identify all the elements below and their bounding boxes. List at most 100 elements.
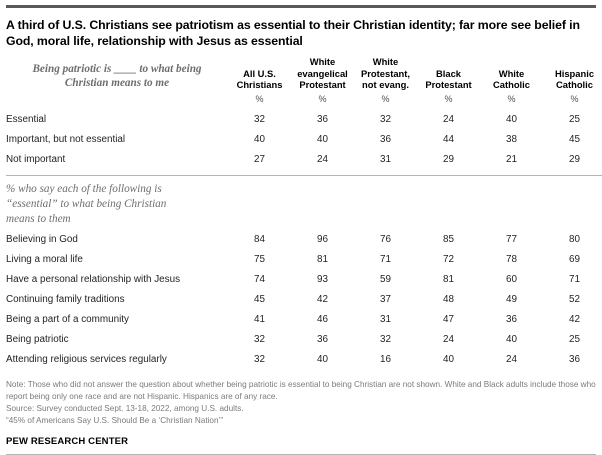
value-community-white-protestant-not-evang: 31 (380, 314, 391, 326)
col1-line3: Protestant (299, 79, 346, 90)
table-row: Have a personal relationship with Jesus … (6, 270, 602, 290)
section2-stem-line1: % who say each of the following is (6, 183, 162, 196)
value-attending-services-white-protestant-not-evang: 16 (380, 354, 391, 366)
section2-stem-row: % who say each of the following is “esse… (6, 182, 602, 230)
table-row: Attending religious services regularly 3… (6, 350, 602, 370)
value-being-patriotic-white-evangelical-protestant: 36 (317, 334, 328, 346)
col4-line2: White (498, 67, 525, 79)
column-header-black-protestant: Black Protestant (417, 56, 480, 91)
section2-question-stem: % who say each of the following is “esse… (6, 182, 228, 230)
row-label-being-part-of-a-community: Being a part of a community (6, 314, 129, 326)
unit-white-catholic: % (507, 94, 516, 105)
col4-line3: Catholic (493, 79, 530, 90)
row-label-not-important: Not important (6, 153, 66, 165)
value-not-important-white-evangelical-protestant: 24 (317, 153, 328, 165)
col0-line3: Christians (236, 79, 283, 90)
col5-line3: Catholic (556, 79, 593, 90)
col2-line1: White (372, 56, 399, 68)
section1-stem-line1: Being patriotic is ____ to what being (32, 62, 202, 75)
value-important-white-catholic: 38 (506, 133, 517, 145)
value-relationship-jesus-white-evangelical-protestant: 93 (317, 274, 328, 286)
page-title: A third of U.S. Christians see patriotis… (6, 18, 580, 49)
value-community-white-evangelical-protestant: 46 (317, 314, 328, 326)
column-header-hispanic-catholic: Hispanic Catholic (543, 56, 602, 91)
value-attending-services-hispanic-catholic: 36 (569, 354, 580, 366)
value-important-black-protestant: 44 (443, 133, 454, 145)
value-community-hispanic-catholic: 42 (569, 314, 580, 326)
section2-stem-line3: means to them (6, 213, 71, 226)
value-attending-services-black-protestant: 40 (443, 354, 454, 366)
value-important-white-evangelical-protestant: 40 (317, 133, 328, 145)
unit-hispanic-catholic: % (570, 94, 579, 105)
row-label-important-but-not-essential: Important, but not essential (6, 133, 126, 145)
value-living-a-moral-life-black-protestant: 72 (443, 254, 454, 266)
value-essential-hispanic-catholic: 25 (569, 113, 580, 125)
value-being-patriotic-all-us-christians: 32 (254, 334, 265, 346)
unit-all-us-christians: % (255, 94, 264, 105)
row-label-being-patriotic: Being patriotic (6, 334, 69, 346)
value-relationship-jesus-hispanic-catholic: 71 (569, 274, 580, 286)
value-family-traditions-white-evangelical-protestant: 42 (317, 294, 328, 306)
table-row: Not important 27 24 31 29 21 29 (6, 149, 602, 169)
table-row: Important, but not essential 40 40 36 44… (6, 129, 602, 149)
section1-stem-line2: Christian means to me (64, 77, 170, 90)
section1-question-stem: Being patriotic is ____ to what being Ch… (6, 56, 228, 91)
pew-research-center-label: PEW RESEARCH CENTER (6, 435, 129, 447)
table-row: Believing in God 84 96 76 85 77 80 (6, 230, 602, 250)
value-believing-in-god-all-us-christians: 84 (254, 234, 265, 246)
col2-line2: Protestant, (361, 67, 410, 79)
table-header-row: Being patriotic is ____ to what being Ch… (6, 56, 602, 91)
value-family-traditions-white-protestant-not-evang: 37 (380, 294, 391, 306)
row-label-believing-in-god: Believing in God (6, 234, 78, 246)
col1-line2: evangelical (297, 67, 348, 79)
unit-white-protestant-not-evang: % (381, 94, 390, 105)
unit-row-spacer (6, 91, 228, 109)
value-living-a-moral-life-hispanic-catholic: 69 (569, 254, 580, 266)
column-header-all-us-christians: All U.S. Christians (228, 56, 291, 91)
col3-line3: Protestant (425, 79, 472, 90)
col5-line2: Hispanic (554, 67, 595, 79)
col2-line3: not evang. (362, 79, 409, 90)
row-label-personal-relationship-with-jesus: Have a personal relationship with Jesus (6, 274, 181, 286)
value-attending-services-white-evangelical-protestant: 40 (317, 354, 328, 366)
unit-black-protestant: % (444, 94, 453, 105)
value-community-black-protestant: 47 (443, 314, 454, 326)
value-essential-all-us-christians: 32 (254, 113, 265, 125)
table-unit-row: % % % % % % (6, 91, 602, 109)
value-community-white-catholic: 36 (506, 314, 517, 326)
column-header-white-protestant-not-evang: White Protestant, not evang. (354, 56, 417, 91)
value-family-traditions-hispanic-catholic: 52 (569, 294, 580, 306)
value-essential-white-catholic: 40 (506, 113, 517, 125)
col1-line1: White (309, 56, 336, 68)
value-not-important-all-us-christians: 27 (254, 153, 265, 165)
value-being-patriotic-black-protestant: 24 (443, 334, 454, 346)
value-important-hispanic-catholic: 45 (569, 133, 580, 145)
value-essential-white-protestant-not-evang: 32 (380, 113, 391, 125)
row-label-living-a-moral-life: Living a moral life (6, 254, 83, 266)
table-row: Essential 32 36 32 24 40 25 (6, 109, 602, 129)
value-believing-in-god-hispanic-catholic: 80 (569, 234, 580, 246)
value-not-important-black-protestant: 29 (443, 153, 454, 165)
col3-line2: Black (435, 67, 462, 79)
source-text: Source: Survey conducted Sept. 13-18, 20… (6, 403, 244, 413)
value-relationship-jesus-white-protestant-not-evang: 59 (380, 274, 391, 286)
section2-body: % who say each of the following is “esse… (6, 182, 602, 370)
table-row: Living a moral life 75 81 71 72 78 69 (6, 250, 602, 270)
value-relationship-jesus-black-protestant: 81 (443, 274, 454, 286)
value-important-white-protestant-not-evang: 36 (380, 133, 391, 145)
value-being-patriotic-hispanic-catholic: 25 (569, 334, 580, 346)
value-believing-in-god-white-catholic: 77 (506, 234, 517, 246)
table-header: Being patriotic is ____ to what being Ch… (6, 56, 602, 109)
value-relationship-jesus-white-catholic: 60 (506, 274, 517, 286)
row-label-essential: Essential (6, 113, 47, 125)
value-community-all-us-christians: 41 (254, 314, 265, 326)
value-living-a-moral-life-white-catholic: 78 (506, 254, 517, 266)
value-attending-services-all-us-christians: 32 (254, 354, 265, 366)
value-living-a-moral-life-white-protestant-not-evang: 71 (380, 254, 391, 266)
section2-stem-line2: “essential” to what being Christian (6, 198, 167, 211)
note-text: Note: Those who did not answer the quest… (6, 379, 596, 401)
value-family-traditions-all-us-christians: 45 (254, 294, 265, 306)
value-living-a-moral-life-white-evangelical-protestant: 81 (317, 254, 328, 266)
footnotes: Note: Those who did not answer the quest… (6, 379, 596, 427)
value-essential-white-evangelical-protestant: 36 (317, 113, 328, 125)
